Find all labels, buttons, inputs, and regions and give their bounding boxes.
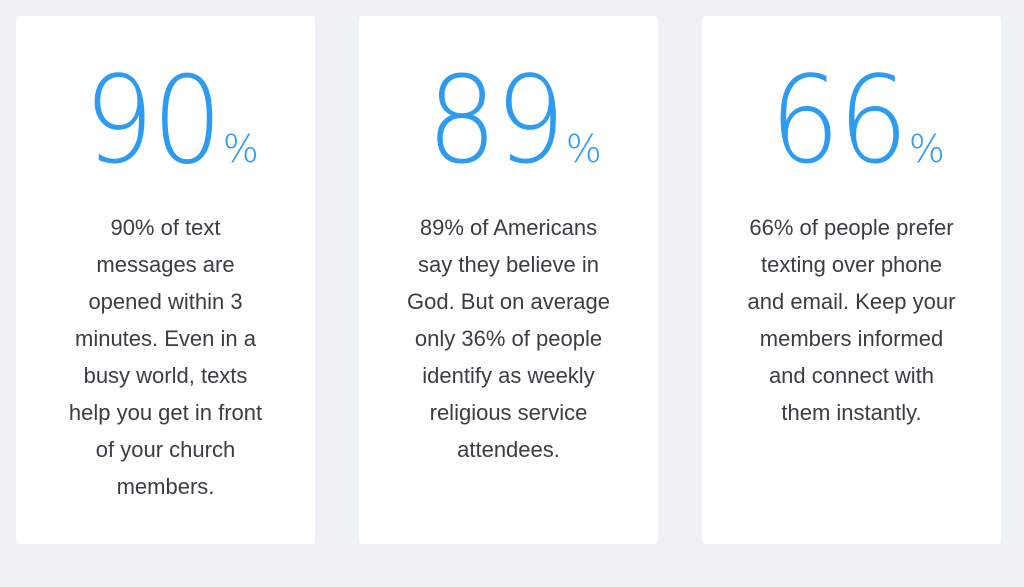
stat-number: 66 [769, 52, 909, 191]
stat-unit: % [565, 127, 602, 171]
stat-cards: 90% 90% of text messages are opened with… [16, 16, 1008, 544]
stat-card-text-open-rate: 90% 90% of text messages are opened with… [16, 16, 315, 544]
stat-figure: 90% [16, 62, 315, 182]
stat-number: 89 [426, 52, 566, 191]
stat-figure: 89% [359, 62, 658, 182]
stat-description: 90% of text messages are opened within 3… [68, 215, 263, 499]
stat-card-believe-in-god: 89% 89% of Americans say they believe in… [359, 16, 658, 544]
stat-figure: 66% [702, 62, 1001, 182]
stat-description: 89% of Americans say they believe in God… [406, 215, 611, 462]
stat-card-prefer-texting: 66% 66% of people prefer texting over ph… [702, 16, 1001, 544]
stat-number: 90 [83, 52, 223, 191]
stat-unit: % [908, 127, 945, 171]
stat-description: 66% of people prefer texting over phone … [747, 215, 956, 425]
stat-unit: % [222, 127, 259, 171]
